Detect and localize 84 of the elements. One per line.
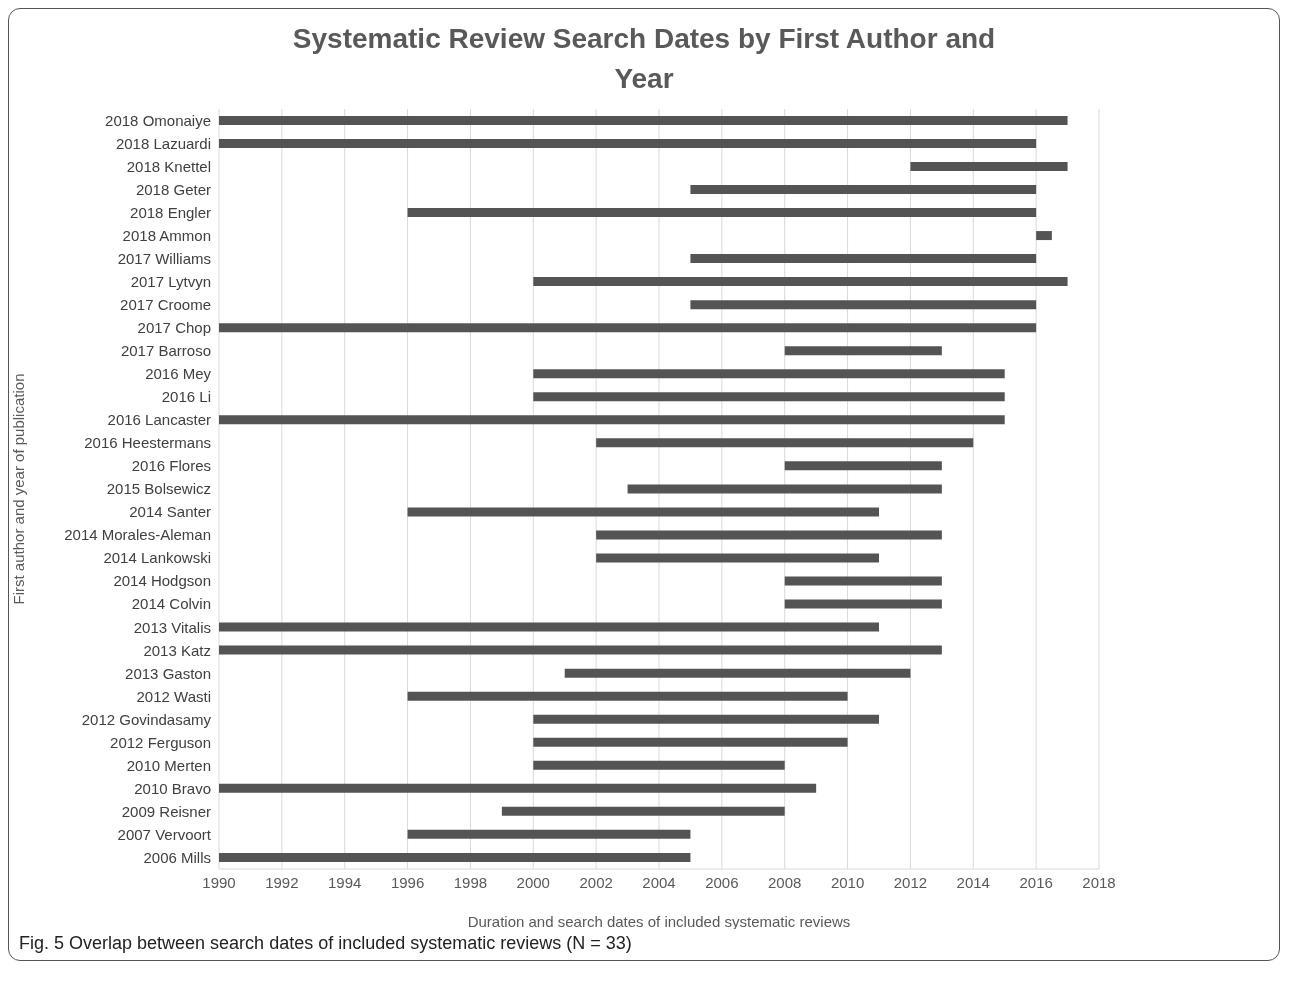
bar [627, 484, 942, 494]
y-tick-label: 2018 Geter [135, 180, 211, 198]
y-tick-label: 2013 Vitalis [133, 618, 211, 636]
y-tick-label: 2010 Merten [126, 756, 211, 774]
bar [533, 737, 848, 747]
y-tick-label: 2018 Omonaiye [105, 111, 211, 129]
chart-title: Systematic Review Search Dates by First Author and Year [291, 22, 997, 96]
bar [564, 668, 911, 678]
y-tick-label: 2013 Gaston [125, 664, 211, 682]
bar [219, 323, 1037, 333]
y-tick-label: 2006 Mills [143, 848, 211, 866]
y-tick-label: 2016 Lancaster [107, 411, 211, 429]
y-tick-label: 2017 Williams [117, 250, 211, 268]
y-tick-label: 2014 Santer [129, 503, 211, 521]
x-tick-label: 2012 [893, 873, 928, 891]
x-tick-label: 1990 [202, 873, 236, 891]
y-tick-label: 2010 Bravo [134, 779, 211, 797]
bar [219, 115, 1068, 125]
x-tick-label: 2018 [1082, 873, 1116, 891]
x-tick-label: 2004 [642, 873, 676, 891]
x-tick-label: 2002 [579, 873, 613, 891]
y-tick-label: 2012 Wasti [136, 687, 211, 705]
y-tick-label: 2009 Reisner [121, 802, 211, 820]
y-tick-label: 2014 Hodgson [113, 572, 211, 590]
bar [533, 277, 1068, 287]
x-tick-label: 2014 [956, 873, 990, 891]
bar [533, 760, 785, 770]
bar [219, 138, 1037, 148]
bar [690, 185, 1037, 194]
x-tick-label: 1996 [390, 873, 425, 891]
y-tick-label: 2018 Knettel [126, 157, 211, 175]
y-tick-label: 2014 Lankowski [103, 549, 211, 567]
x-tick-label: 1998 [453, 873, 488, 891]
bar [407, 829, 691, 839]
bar [784, 346, 942, 356]
y-tick-label: 2017 Chop [137, 319, 211, 337]
y-tick-label: 2018 Engler [130, 203, 211, 221]
bar [501, 806, 785, 816]
bar [533, 392, 1005, 402]
y-tick-label: 2017 Croome [120, 296, 211, 314]
y-tick-label: 2018 Ammon [122, 226, 211, 244]
bar [219, 645, 942, 655]
y-tick-label: 2014 Colvin [131, 595, 211, 613]
bar [784, 599, 942, 609]
y-tick-label: 2012 Govindasamy [81, 710, 212, 728]
y-axis-title: First author and year of publication [10, 373, 28, 605]
bar [690, 254, 1037, 264]
bar [784, 461, 942, 471]
y-tick-label: 2017 Barroso [120, 342, 211, 360]
x-tick-label: 2006 [705, 873, 739, 891]
x-tick-label: 2010 [830, 873, 865, 891]
x-tick-label: 1994 [328, 873, 362, 891]
y-tick-label: 2016 Li [161, 388, 211, 406]
x-tick-label: 1992 [265, 873, 299, 891]
bar [219, 415, 1005, 425]
y-tick-label: 2007 Vervoort [117, 825, 212, 843]
x-tick-label: 2016 [1019, 873, 1053, 891]
y-tick-label: 2016 Heestermans [84, 434, 211, 452]
y-tick-label: 2012 Ferguson [110, 733, 211, 751]
x-tick-label: 2008 [768, 873, 802, 891]
caption: Fig. 5 Overlap between search dates of included systematic reviews (N = 33) [18, 932, 633, 955]
bar [407, 507, 879, 517]
y-tick-label: 2013 Katz [143, 641, 211, 659]
bar [533, 369, 1005, 379]
bar [1036, 231, 1052, 241]
bar [407, 691, 848, 701]
y-tick-label: 2016 Flores [131, 457, 211, 475]
bar [219, 622, 879, 632]
y-tick-label: 2015 Bolsewicz [106, 480, 211, 498]
y-tick-label: 2014 Morales-Aleman [64, 526, 211, 544]
bar [596, 553, 879, 563]
bar [219, 783, 817, 793]
y-tick-label: 2018 Lazuardi [115, 134, 211, 152]
bar [690, 300, 1037, 310]
x-tick-label: 2000 [516, 873, 550, 891]
bar [784, 576, 942, 586]
bar [219, 852, 691, 862]
y-tick-label: 2016 Mey [145, 365, 212, 383]
bar [596, 438, 974, 448]
bar [596, 530, 942, 540]
bar [910, 161, 1068, 171]
bar [533, 714, 879, 724]
bar [407, 208, 1037, 218]
y-tick-label: 2017 Lytvyn [130, 273, 211, 291]
